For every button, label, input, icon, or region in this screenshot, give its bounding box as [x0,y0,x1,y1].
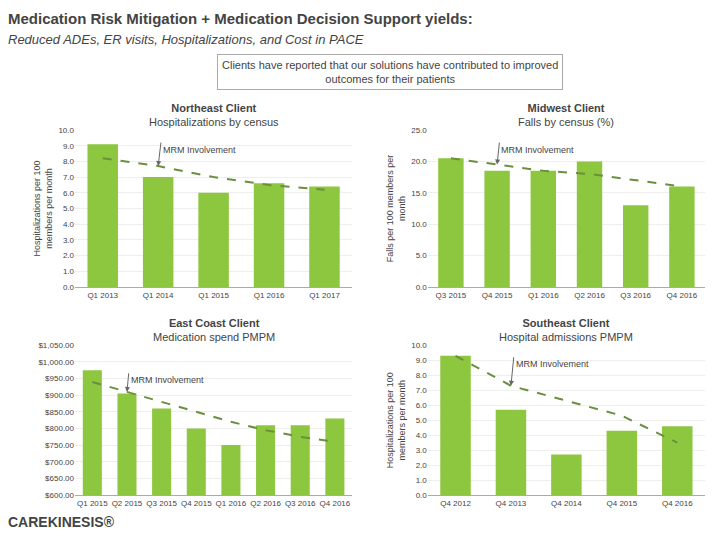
svg-text:Q4 2012: Q4 2012 [440,499,471,508]
svg-text:Hospitalizations per 100member: Hospitalizations per 100members per mont… [385,372,407,468]
svg-text:Q4 2015: Q4 2015 [482,291,513,300]
svg-text:8.0: 8.0 [63,157,75,166]
svg-text:Q1 2014: Q1 2014 [143,291,174,300]
svg-text:Q1 2015: Q1 2015 [198,291,229,300]
svg-text:7.0: 7.0 [416,386,428,395]
svg-text:East Coast ClientMedication sp: East Coast ClientMedication spend PMPM [153,317,275,343]
svg-text:MRM Involvement: MRM Involvement [163,145,236,155]
svg-text:2.0: 2.0 [416,461,428,470]
svg-text:4.0: 4.0 [63,220,75,229]
svg-text:Q1 2016: Q1 2016 [254,291,285,300]
svg-text:$900.00: $900.00 [45,391,74,400]
svg-text:10.0: 10.0 [411,220,427,229]
svg-text:$700.00: $700.00 [45,458,74,467]
svg-text:15.0: 15.0 [411,189,427,198]
svg-text:Clients have reported that our: Clients have reported that our solutions… [222,59,558,85]
svg-text:5.0: 5.0 [416,416,428,425]
svg-text:Q1 2016: Q1 2016 [528,291,559,300]
svg-text:8.0: 8.0 [416,371,428,380]
svg-text:6.0: 6.0 [416,401,428,410]
svg-text:$1,000.00: $1,000.00 [38,358,74,367]
svg-text:$750.00: $750.00 [45,441,74,450]
svg-text:10.0: 10.0 [58,126,74,135]
svg-text:7.0: 7.0 [63,173,75,182]
svg-text:Q4 2015: Q4 2015 [181,499,212,508]
svg-text:$600.00: $600.00 [45,491,74,500]
svg-text:5.0: 5.0 [63,204,75,213]
svg-text:Q4 2014: Q4 2014 [551,499,582,508]
svg-text:Q4 2016: Q4 2016 [662,499,693,508]
svg-text:Q2 2015: Q2 2015 [112,499,143,508]
svg-text:$800.00: $800.00 [45,424,74,433]
svg-text:$1,050.00: $1,050.00 [38,341,74,350]
svg-text:Hospitalizations per 100member: Hospitalizations per 100members per mont… [32,160,54,256]
svg-text:Northeast ClientHospitalizatio: Northeast ClientHospitalizations by cens… [149,102,279,128]
svg-text:Southeast ClientHospital admis: Southeast ClientHospital admissions PMPM [499,317,633,343]
svg-text:Reduced ADEs, ER visits, Hospi: Reduced ADEs, ER visits, Hospitalization… [8,32,364,47]
svg-text:3.0: 3.0 [416,446,428,455]
svg-text:Q4 2013: Q4 2013 [496,499,527,508]
svg-text:MRM Involvement: MRM Involvement [516,359,589,369]
svg-text:Q1 2015: Q1 2015 [77,499,108,508]
svg-text:Q4 2016: Q4 2016 [667,291,698,300]
svg-text:Q3 2015: Q3 2015 [146,499,177,508]
svg-text:Q1 2016: Q1 2016 [216,499,247,508]
svg-text:Q4 2015: Q4 2015 [606,499,637,508]
svg-text:6.0: 6.0 [63,189,75,198]
svg-text:$650.00: $650.00 [45,474,74,483]
svg-text:$850.00: $850.00 [45,408,74,417]
svg-text:Q3 2016: Q3 2016 [620,291,651,300]
svg-text:5.0: 5.0 [416,251,428,260]
svg-text:Medication Risk Mitigation + M: Medication Risk Mitigation + Medication … [8,10,473,27]
svg-text:9.0: 9.0 [416,356,428,365]
svg-text:Q2 2016: Q2 2016 [574,291,605,300]
svg-text:Q1 2013: Q1 2013 [87,291,118,300]
svg-text:$950.00: $950.00 [45,374,74,383]
svg-text:20.0: 20.0 [411,157,427,166]
svg-text:0.0: 0.0 [63,283,75,292]
svg-text:25.0: 25.0 [411,126,427,135]
svg-text:3.0: 3.0 [63,236,75,245]
svg-text:1.0: 1.0 [416,476,428,485]
svg-text:CAREKINESIS®: CAREKINESIS® [8,514,115,530]
svg-text:MRM Involvement: MRM Involvement [501,145,574,155]
svg-text:1.0: 1.0 [63,267,75,276]
svg-text:0.0: 0.0 [416,491,428,500]
svg-text:Q2 2016: Q2 2016 [250,499,281,508]
svg-text:Q4 2016: Q4 2016 [320,499,351,508]
svg-text:Falls per 100 members permonth: Falls per 100 members permonth [385,155,407,263]
svg-text:Q1 2017: Q1 2017 [309,291,340,300]
svg-text:9.0: 9.0 [63,141,75,150]
svg-text:10.0: 10.0 [411,341,427,350]
svg-text:2.0: 2.0 [63,251,75,260]
svg-text:MRM Involvement: MRM Involvement [131,375,204,385]
svg-text:4.0: 4.0 [416,431,428,440]
svg-text:Midwest ClientFalls by census: Midwest ClientFalls by census (%) [518,102,614,128]
svg-text:Q3 2015: Q3 2015 [436,291,467,300]
svg-text:0.0: 0.0 [416,283,428,292]
svg-text:Q3 2016: Q3 2016 [285,499,316,508]
